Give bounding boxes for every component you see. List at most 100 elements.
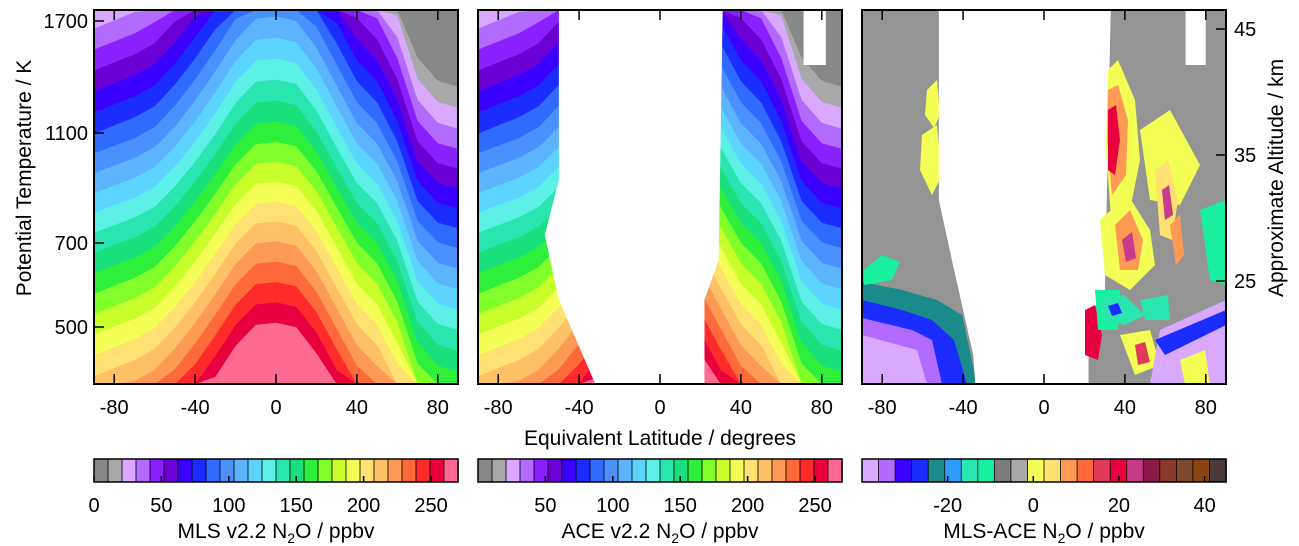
colorbar-tick-label: 50 [150, 495, 172, 517]
colorbar-swatch [387, 458, 403, 483]
colorbar-ace: 50 100 150 200 250 [477, 458, 843, 517]
colorbar-difference-title: MLS-ACE N2O / ppbv [943, 520, 1145, 546]
x-tick-label: 80 [427, 397, 449, 419]
colorbar-swatch [743, 458, 759, 483]
difference-patch [925, 80, 940, 128]
colorbar-mls-title: MLS v2.2 N2O / ppbv [178, 520, 375, 546]
y-tick-label: 1700 [44, 11, 89, 33]
colorbar-swatch [1142, 458, 1161, 483]
colorbar-swatch [107, 458, 123, 483]
colorbar-swatch [505, 458, 521, 483]
x-tick-label: 80 [1195, 397, 1217, 419]
colorbar-tick-label: 0 [1028, 495, 1039, 517]
y-tick-label: 500 [55, 317, 88, 339]
colorbar-swatch [1126, 458, 1144, 483]
colorbar-swatch [135, 458, 151, 483]
y-tick-label: 45 [1234, 19, 1256, 41]
colorbar-swatch [977, 458, 996, 483]
difference-patch [1200, 200, 1226, 285]
colorbar-swatch [960, 458, 979, 483]
colorbar-swatch [701, 458, 717, 483]
difference-patch [864, 255, 900, 285]
y-tick-label: 1100 [45, 123, 88, 145]
panel-difference: -80 -40 0 40 80 25 35 45 [861, 9, 1256, 419]
colorbar-tick-label: 200 [347, 495, 380, 517]
colorbar-swatch [491, 458, 507, 483]
colorbar-swatch [1175, 458, 1194, 483]
colorbar-swatch [547, 458, 563, 483]
difference-patch [1180, 350, 1210, 384]
colorbar-swatch [813, 458, 829, 483]
difference-patch [1122, 232, 1136, 262]
colorbar-frame [477, 458, 843, 483]
colorbar-swatch [477, 458, 493, 483]
no-data-region [803, 10, 826, 65]
colorbar-swatch [429, 458, 445, 483]
x-tick-label: 40 [346, 397, 368, 419]
mls-contour-fills [94, 10, 458, 385]
colorbar-swatch [1010, 458, 1029, 483]
colorbar-swatch [401, 458, 417, 483]
colorbar-tick-label: 250 [414, 495, 447, 517]
colorbar-swatch [359, 458, 375, 483]
x-tick-label: -40 [181, 397, 210, 419]
panel-ace-ticks: -80 -40 0 40 80 [484, 10, 833, 419]
colorbar-swatch [715, 458, 731, 483]
colorbar-swatch [561, 458, 577, 483]
contour-band [94, 322, 458, 384]
colorbar-swatch [1027, 458, 1045, 483]
x-tick-label: 0 [270, 397, 281, 419]
colorbar-swatch [603, 458, 619, 483]
difference-patch [1140, 110, 1200, 205]
colorbar-swatch [827, 458, 843, 483]
x-tick-label: -40 [949, 397, 978, 419]
colorbar-swatch [233, 458, 249, 483]
colorbar-swatch [275, 458, 291, 483]
colorbar-swatch [785, 458, 801, 483]
colorbar-swatch [303, 458, 319, 483]
colorbar-frame [93, 458, 459, 483]
colorbar-swatch [589, 458, 605, 483]
colorbar-swatch [191, 458, 207, 483]
colorbar-tick-label: 150 [280, 495, 313, 517]
colorbar-tick-label: 50 [534, 495, 556, 517]
colorbar-swatch [1076, 458, 1095, 483]
colorbar-swatch [757, 458, 773, 483]
colorbar-swatch [261, 458, 277, 483]
x-tick-label: -80 [868, 397, 897, 419]
difference-patch [1108, 105, 1120, 175]
colorbar-swatch [631, 458, 647, 483]
no-data-region [1185, 10, 1206, 65]
colorbar-tick-label: 100 [212, 495, 245, 517]
colorbar-tick-label: 150 [664, 495, 697, 517]
colorbar-swatch [93, 458, 109, 483]
colorbar-swatch [317, 458, 333, 483]
colorbar-swatch [1192, 458, 1211, 483]
no-data-region [534, 10, 723, 384]
colorbar-swatch [1159, 458, 1178, 483]
difference-patch [1162, 185, 1173, 220]
colorbar-swatch [247, 458, 263, 483]
colorbar-swatch [687, 458, 703, 483]
difference-patch [1135, 342, 1150, 365]
colorbar-swatch [1043, 458, 1062, 483]
colorbar-swatch [177, 458, 193, 483]
colorbar-frame [861, 458, 1227, 483]
colorbar-swatch [415, 458, 431, 483]
colorbar-tick-label: 0 [88, 495, 99, 517]
colorbar-swatch [519, 458, 535, 483]
colorbar-swatch [443, 458, 459, 483]
x-axis-title: Equivalent Latitude / degrees [524, 427, 796, 450]
y-tick-label: 25 [1234, 271, 1256, 293]
colorbar-swatch [673, 458, 689, 483]
difference-patch [1140, 295, 1170, 320]
colorbar-swatch [911, 458, 929, 483]
colorbar-swatch [289, 458, 305, 483]
colorbar-swatch [799, 458, 815, 483]
colorbar-swatch [331, 458, 347, 483]
difference-patch [1155, 310, 1226, 355]
panel-mls: -80 -40 0 40 80 500 700 1100 1700 [44, 9, 459, 419]
x-tick-label: 80 [811, 397, 833, 419]
colorbar-tick-label: 40 [1193, 495, 1215, 517]
